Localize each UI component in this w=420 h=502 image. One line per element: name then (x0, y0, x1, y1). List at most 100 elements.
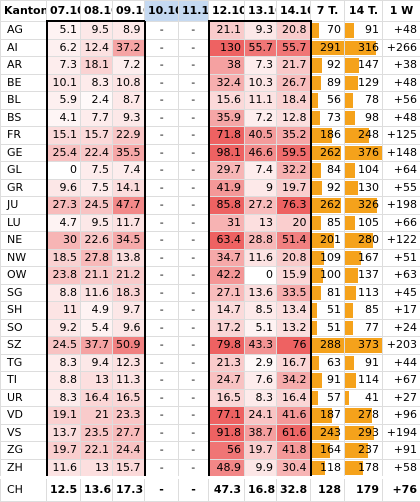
value-cell: - (179, 144, 209, 162)
value-cell: - (145, 302, 179, 320)
value-cell: 104 (345, 162, 383, 180)
value-cell: +194 (383, 424, 420, 442)
value-cell: 7.3 (47, 57, 81, 75)
value-cell: - (179, 354, 209, 372)
value-bar (312, 391, 318, 406)
value-bar (345, 321, 353, 336)
value-cell: 9.9 (245, 459, 277, 478)
value-cell: - (145, 459, 179, 478)
value-bar (345, 76, 358, 91)
value-cell: 9.2 (47, 319, 81, 337)
cell-text: 57 (327, 391, 341, 404)
value-cell: 2.9 (245, 354, 277, 372)
value-bar (312, 303, 318, 318)
value-cell: - (179, 127, 209, 145)
value-cell: 98.1 (209, 144, 245, 162)
value-cell: 33.5 (277, 284, 311, 302)
value-cell: 19.1 (47, 407, 81, 425)
value-bar (312, 321, 318, 336)
value-cell: +17 (383, 302, 420, 320)
value-cell: 13 (81, 459, 113, 478)
value-cell: 113 (345, 284, 383, 302)
value-cell: +38 (383, 57, 420, 75)
value-cell: 7.5 (81, 179, 113, 197)
value-cell: 41 (345, 389, 383, 407)
canton-cell: VS (1, 424, 47, 442)
value-cell: - (179, 424, 209, 442)
column-header: 1 W (383, 1, 420, 22)
value-cell: - (179, 284, 209, 302)
value-cell: 13.6 (81, 478, 113, 502)
cell-text: 114 (358, 373, 379, 386)
column-header: 7 T. (311, 1, 345, 22)
value-cell: 22.4 (81, 144, 113, 162)
value-cell: 9.6 (47, 179, 81, 197)
value-cell: 15.9 (277, 267, 311, 285)
value-bar (312, 181, 322, 196)
value-cell: 118 (311, 459, 345, 478)
cell-text: 137 (358, 268, 379, 281)
value-cell: 278 (345, 407, 383, 425)
value-bar (345, 163, 355, 178)
value-cell: 37.2 (113, 39, 145, 57)
value-cell: 79.8 (209, 337, 245, 355)
value-cell: 5.4 (81, 319, 113, 337)
canton-cell: SG (1, 284, 47, 302)
header-row: Kanton07.1008.1009.1010.1011.1012.1013.1… (1, 1, 420, 22)
value-cell: 280 (345, 232, 383, 250)
cell-text: 129 (358, 76, 379, 89)
value-cell: - (145, 144, 179, 162)
value-cell: +266 (383, 39, 420, 57)
value-bar (345, 216, 355, 231)
value-bar (312, 356, 319, 371)
value-cell: 11 (47, 302, 81, 320)
value-cell: 91 (345, 354, 383, 372)
value-cell: 85 (345, 302, 383, 320)
value-cell: - (145, 389, 179, 407)
value-cell: 9.3 (245, 21, 277, 39)
value-cell: 262 (311, 144, 345, 162)
canton-cell: AI (1, 39, 47, 57)
value-cell: - (145, 39, 179, 57)
value-cell: - (145, 232, 179, 250)
value-cell: 21.7 (277, 57, 311, 75)
value-cell: 100 (311, 267, 345, 285)
cell-text: 262 (320, 198, 341, 211)
canton-cell: GR (1, 179, 47, 197)
value-cell: 38 (209, 57, 245, 75)
canton-cell: NW (1, 249, 47, 267)
canton-cell: ZG (1, 442, 47, 460)
cell-text: 78 (365, 93, 379, 106)
value-bar (312, 23, 320, 38)
value-cell: 15.1 (47, 127, 81, 145)
value-bar (312, 216, 321, 231)
value-cell: 24.4 (113, 442, 145, 460)
cell-text: 130 (358, 181, 379, 194)
value-cell: 11.1 (245, 92, 277, 110)
cell-text: 147 (358, 58, 379, 71)
value-cell: 21.1 (81, 267, 113, 285)
value-cell: 376 (345, 144, 383, 162)
value-cell: 21 (81, 407, 113, 425)
value-cell: 0 (47, 162, 81, 180)
cell-text: 167 (358, 251, 379, 264)
cell-text: 288 (320, 338, 341, 351)
cell-text: 81 (327, 286, 341, 299)
value-cell: 56 (311, 92, 345, 110)
value-cell: +48 (383, 21, 420, 39)
value-cell: 22.6 (81, 232, 113, 250)
column-header: 08.10 (81, 1, 113, 22)
value-cell: 316 (345, 39, 383, 57)
cell-text: 89 (327, 76, 341, 89)
value-cell: +24 (383, 319, 420, 337)
value-cell: 16.7 (277, 354, 311, 372)
value-cell: 77.1 (209, 407, 245, 425)
value-cell: - (179, 267, 209, 285)
